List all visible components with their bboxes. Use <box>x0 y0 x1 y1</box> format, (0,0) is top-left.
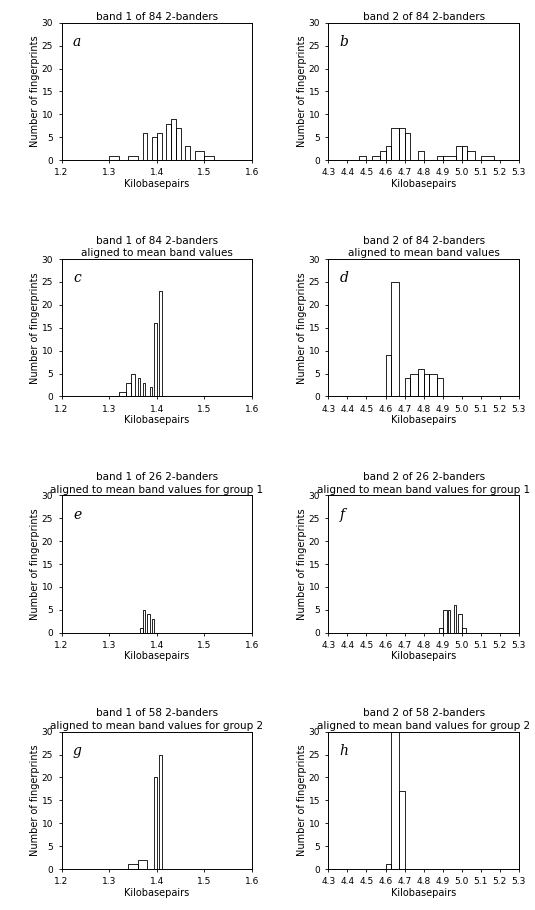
Polygon shape <box>359 156 366 160</box>
Polygon shape <box>404 133 410 160</box>
Title: band 1 of 26 2-banders
aligned to mean band values for group 1: band 1 of 26 2-banders aligned to mean b… <box>50 472 263 494</box>
Y-axis label: Number of fingerprints: Number of fingerprints <box>297 509 307 620</box>
Title: band 2 of 58 2-banders
aligned to mean band values for group 2: band 2 of 58 2-banders aligned to mean b… <box>317 709 530 731</box>
Polygon shape <box>152 619 155 632</box>
Polygon shape <box>119 392 126 397</box>
Polygon shape <box>386 864 391 869</box>
Polygon shape <box>176 128 181 160</box>
Polygon shape <box>186 147 190 160</box>
Polygon shape <box>458 614 462 632</box>
X-axis label: Kilobasepairs: Kilobasepairs <box>124 415 189 425</box>
X-axis label: Kilobasepairs: Kilobasepairs <box>391 179 456 189</box>
Polygon shape <box>131 373 135 397</box>
Polygon shape <box>424 373 430 397</box>
Polygon shape <box>372 156 380 160</box>
Text: c: c <box>73 271 81 286</box>
Polygon shape <box>437 379 443 397</box>
Polygon shape <box>380 151 386 160</box>
Title: band 2 of 84 2-banders
aligned to mean band values: band 2 of 84 2-banders aligned to mean b… <box>348 236 500 258</box>
Text: f: f <box>340 508 345 521</box>
X-axis label: Kilobasepairs: Kilobasepairs <box>391 415 456 425</box>
Polygon shape <box>418 151 424 160</box>
Polygon shape <box>462 147 468 160</box>
Polygon shape <box>386 355 391 397</box>
Polygon shape <box>150 388 152 397</box>
Polygon shape <box>386 147 391 160</box>
X-axis label: Kilobasepairs: Kilobasepairs <box>391 888 456 898</box>
Polygon shape <box>391 128 399 160</box>
Polygon shape <box>391 718 399 869</box>
Polygon shape <box>430 373 437 397</box>
Polygon shape <box>147 614 150 632</box>
Polygon shape <box>157 133 162 160</box>
Polygon shape <box>418 369 424 397</box>
Polygon shape <box>128 156 138 160</box>
Polygon shape <box>159 754 162 869</box>
Polygon shape <box>443 610 447 632</box>
Polygon shape <box>166 124 171 160</box>
Polygon shape <box>159 291 162 397</box>
Title: band 2 of 84 2-banders: band 2 of 84 2-banders <box>363 12 485 22</box>
Text: a: a <box>73 35 81 49</box>
Polygon shape <box>142 383 145 397</box>
Polygon shape <box>410 373 418 397</box>
Polygon shape <box>128 864 138 869</box>
X-axis label: Kilobasepairs: Kilobasepairs <box>124 888 189 898</box>
Text: g: g <box>73 744 82 758</box>
Title: band 1 of 84 2-banders: band 1 of 84 2-banders <box>96 12 218 22</box>
Polygon shape <box>468 151 475 160</box>
Polygon shape <box>437 156 443 160</box>
Polygon shape <box>138 860 147 869</box>
Y-axis label: Number of fingerprints: Number of fingerprints <box>297 272 307 383</box>
Polygon shape <box>399 791 404 869</box>
Polygon shape <box>443 156 456 160</box>
X-axis label: Kilobasepairs: Kilobasepairs <box>124 652 189 662</box>
Polygon shape <box>126 383 131 397</box>
Text: e: e <box>73 508 81 521</box>
Title: band 2 of 26 2-banders
aligned to mean band values for group 1: band 2 of 26 2-banders aligned to mean b… <box>317 472 530 494</box>
Polygon shape <box>454 605 456 632</box>
Polygon shape <box>140 628 142 632</box>
Y-axis label: Number of fingerprints: Number of fingerprints <box>297 35 307 147</box>
X-axis label: Kilobasepairs: Kilobasepairs <box>391 652 456 662</box>
Polygon shape <box>142 610 145 632</box>
Polygon shape <box>195 151 204 160</box>
Polygon shape <box>171 119 176 160</box>
Polygon shape <box>152 137 157 160</box>
Y-axis label: Number of fingerprints: Number of fingerprints <box>30 744 40 856</box>
Polygon shape <box>391 282 399 397</box>
Polygon shape <box>138 379 140 397</box>
Text: b: b <box>340 35 349 49</box>
Polygon shape <box>448 610 450 632</box>
Polygon shape <box>404 379 410 397</box>
Polygon shape <box>142 133 147 160</box>
Polygon shape <box>481 156 494 160</box>
Polygon shape <box>399 128 404 160</box>
Text: d: d <box>340 271 349 286</box>
Y-axis label: Number of fingerprints: Number of fingerprints <box>30 35 40 147</box>
Text: h: h <box>340 744 349 758</box>
Polygon shape <box>109 156 119 160</box>
X-axis label: Kilobasepairs: Kilobasepairs <box>124 179 189 189</box>
Y-axis label: Number of fingerprints: Number of fingerprints <box>297 744 307 856</box>
Title: band 1 of 84 2-banders
aligned to mean band values: band 1 of 84 2-banders aligned to mean b… <box>81 236 233 258</box>
Polygon shape <box>155 777 157 869</box>
Polygon shape <box>456 147 462 160</box>
Title: band 1 of 58 2-banders
aligned to mean band values for group 2: band 1 of 58 2-banders aligned to mean b… <box>50 709 263 731</box>
Polygon shape <box>155 323 157 397</box>
Polygon shape <box>462 628 465 632</box>
Y-axis label: Number of fingerprints: Number of fingerprints <box>30 272 40 383</box>
Y-axis label: Number of fingerprints: Number of fingerprints <box>30 509 40 620</box>
Polygon shape <box>204 156 214 160</box>
Polygon shape <box>439 628 443 632</box>
